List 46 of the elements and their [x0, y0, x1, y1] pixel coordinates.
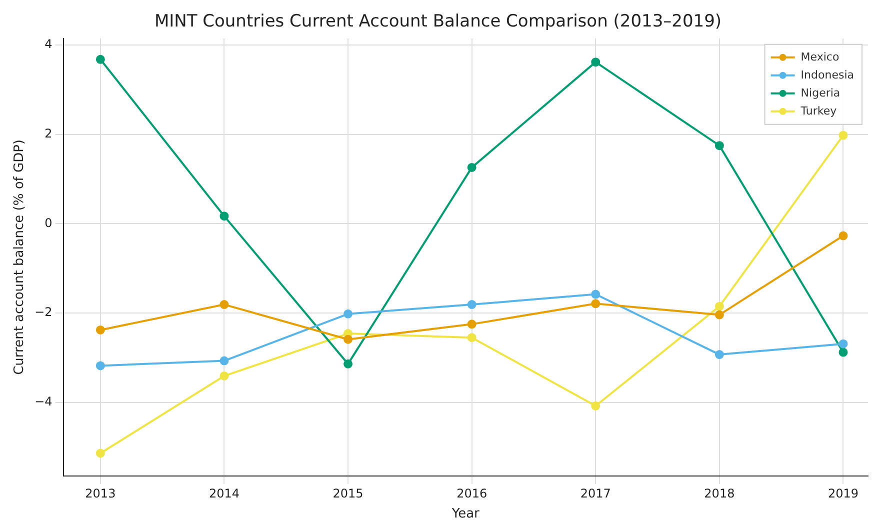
x-tick-label: 2016	[456, 486, 488, 500]
point	[591, 299, 600, 308]
point	[220, 300, 229, 310]
point	[838, 130, 848, 140]
point	[714, 310, 724, 320]
point	[96, 54, 105, 64]
y-tick-label: 0	[44, 216, 52, 230]
x-tick-label: 2013	[85, 486, 116, 500]
legend-label: Turkey	[800, 104, 838, 118]
point	[591, 290, 600, 299]
x-tick-label: 2018	[704, 486, 735, 500]
point	[838, 339, 848, 348]
point	[96, 361, 105, 370]
x-axis-title: Year	[450, 506, 480, 522]
y-tick-label: 2	[44, 126, 52, 141]
x-tick-label: 2019	[828, 486, 859, 500]
point	[838, 348, 848, 357]
y-tick-label: −4	[34, 394, 52, 408]
point	[96, 325, 105, 334]
point	[838, 231, 848, 240]
point	[591, 401, 600, 410]
point	[467, 300, 476, 310]
y-tick-label: −2	[34, 305, 52, 320]
y-axis-title: Current account balance (% of GDP)	[12, 139, 28, 375]
point	[467, 333, 476, 342]
point	[344, 359, 353, 368]
point	[220, 371, 229, 380]
legend-label: Indonesia	[800, 68, 854, 82]
point	[714, 141, 724, 150]
legend-label: Nigeria	[800, 86, 840, 100]
point	[220, 212, 229, 221]
point	[467, 162, 476, 172]
point	[220, 356, 229, 366]
x-tick-label: 2014	[208, 486, 240, 500]
point	[96, 448, 105, 458]
point	[344, 334, 353, 344]
x-tick-label: 2017	[580, 486, 611, 500]
point	[714, 302, 724, 311]
legend-label: Mexico	[800, 50, 840, 64]
point	[714, 350, 724, 360]
point	[344, 309, 353, 318]
chart-title: MINT Countries Current Account Balance Comparison (2013–2019)	[154, 12, 722, 32]
point	[467, 320, 476, 329]
x-tick-label: 2015	[332, 486, 364, 500]
y-tick-label: 4	[44, 37, 52, 52]
point	[591, 58, 600, 67]
